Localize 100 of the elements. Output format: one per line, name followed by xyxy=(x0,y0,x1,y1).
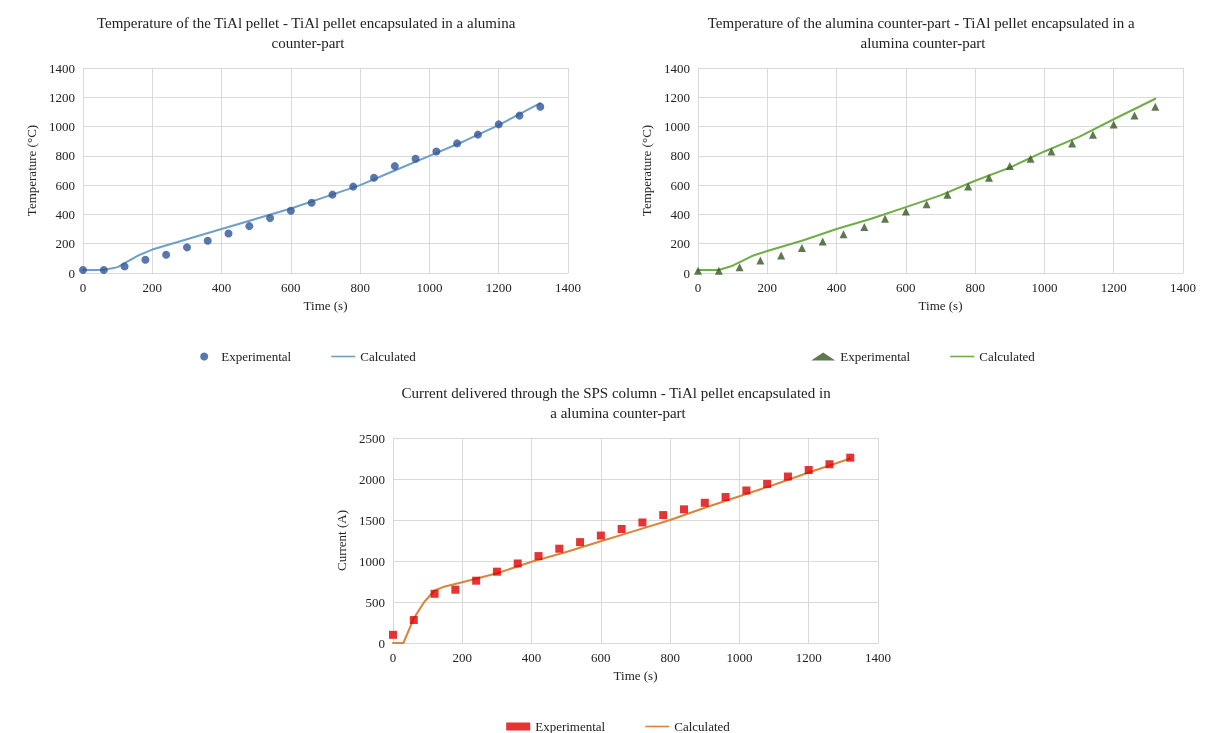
point xyxy=(99,266,108,275)
point xyxy=(390,162,399,171)
y-tick-label: 1400 xyxy=(49,60,75,76)
y-tick-label: 400 xyxy=(55,206,75,222)
legend-label: Experimental xyxy=(535,719,606,733)
legend-label: Experimental xyxy=(221,349,292,364)
y-tick-label: 1200 xyxy=(49,89,75,105)
point xyxy=(860,222,869,231)
point xyxy=(349,182,358,191)
point xyxy=(370,173,378,182)
point xyxy=(818,237,827,246)
point xyxy=(839,230,848,239)
point xyxy=(79,266,87,275)
x-axis-title: Time (s) xyxy=(303,297,348,313)
point xyxy=(513,559,522,568)
y-tick-label: 1200 xyxy=(664,89,690,105)
point xyxy=(409,616,418,625)
point xyxy=(700,498,709,507)
x-tick-label: 1000 xyxy=(1031,280,1058,295)
point xyxy=(515,111,524,120)
point xyxy=(555,544,564,553)
point xyxy=(536,102,545,111)
x-tick-label: 1200 xyxy=(795,650,822,665)
point xyxy=(617,525,626,534)
point xyxy=(141,255,150,264)
point xyxy=(763,479,772,488)
point xyxy=(430,589,439,598)
point xyxy=(1151,102,1160,111)
point xyxy=(473,130,482,139)
point xyxy=(680,505,688,514)
x-tick-label: 1400 xyxy=(1170,280,1196,295)
point xyxy=(389,630,397,639)
point xyxy=(411,154,420,163)
x-tick-label: 1200 xyxy=(1100,280,1127,295)
point xyxy=(964,182,973,191)
x-tick-label: 200 xyxy=(452,650,473,665)
y-tick-label: 500 xyxy=(365,594,385,610)
y-tick-label: 600 xyxy=(55,177,75,193)
y-tick-label: 400 xyxy=(670,206,690,222)
point xyxy=(492,567,501,576)
point xyxy=(881,214,890,223)
y-tick-label: 200 xyxy=(55,236,75,252)
x-tick-label: 600 xyxy=(281,280,301,295)
x-tick-label: 600 xyxy=(896,280,916,295)
legend-label: Calculated xyxy=(674,719,731,733)
point xyxy=(307,198,316,207)
y-tick-label: 0 xyxy=(378,635,385,651)
point xyxy=(659,511,668,520)
point xyxy=(825,460,834,469)
x-tick-label: 200 xyxy=(757,280,778,295)
chart-title: Temperature of the alumina counter-part - TiAl pellet encapsulated in a alumina counter-part xyxy=(707,15,1139,51)
point xyxy=(203,236,212,245)
point xyxy=(1026,154,1035,163)
point xyxy=(120,262,129,271)
point xyxy=(453,139,462,148)
x-tick-label: 0 xyxy=(79,280,87,295)
y-tick-label: 1000 xyxy=(664,119,690,135)
y-tick-label: 1000 xyxy=(359,553,385,569)
x-tick-label: 0 xyxy=(389,650,397,665)
point xyxy=(534,552,543,561)
chart-title: Current delivered through the SPS column - TiAl pellet encapsulated in a alumina counter-part xyxy=(401,385,835,421)
point xyxy=(714,266,723,275)
y-tick-label: 800 xyxy=(55,148,75,164)
y-axis-title: Temperature (°C) xyxy=(639,124,655,217)
point xyxy=(1130,111,1139,120)
point xyxy=(638,518,647,527)
y-tick-label: 1400 xyxy=(664,60,690,76)
point xyxy=(286,206,295,215)
point xyxy=(985,173,993,182)
point xyxy=(494,120,503,129)
x-tick-label: 1000 xyxy=(416,280,443,295)
y-tick-label: 0 xyxy=(683,265,690,281)
x-tick-label: 400 xyxy=(211,280,232,295)
point xyxy=(328,190,337,199)
x-tick-label: 1200 xyxy=(485,280,512,295)
chart-title: Temperature of the TiAl pellet - TiAl pellet encapsulated in a alumina counter-part xyxy=(96,15,520,51)
point xyxy=(756,256,765,265)
x-tick-label: 0 xyxy=(694,280,702,295)
point xyxy=(922,200,931,209)
x-tick-label: 400 xyxy=(826,280,847,295)
point xyxy=(783,472,792,481)
point xyxy=(797,244,806,253)
x-tick-label: 800 xyxy=(965,280,985,295)
x-tick-label: 200 xyxy=(142,280,163,295)
point xyxy=(596,531,605,540)
x-tick-label: 1000 xyxy=(726,650,753,665)
point xyxy=(432,147,441,156)
y-tick-label: 1500 xyxy=(359,512,385,528)
legend-label: Calculated xyxy=(360,349,417,364)
point xyxy=(245,222,254,231)
y-axis-title: Current (A) xyxy=(334,509,350,572)
y-tick-label: 1000 xyxy=(49,119,75,135)
y-tick-label: 200 xyxy=(670,236,690,252)
x-tick-label: 600 xyxy=(591,650,611,665)
point xyxy=(162,250,171,259)
x-tick-label: 400 xyxy=(521,650,542,665)
point xyxy=(901,207,910,216)
x-tick-label: 1400 xyxy=(555,280,581,295)
x-axis-title: Time (s) xyxy=(918,297,963,313)
point xyxy=(451,585,460,594)
